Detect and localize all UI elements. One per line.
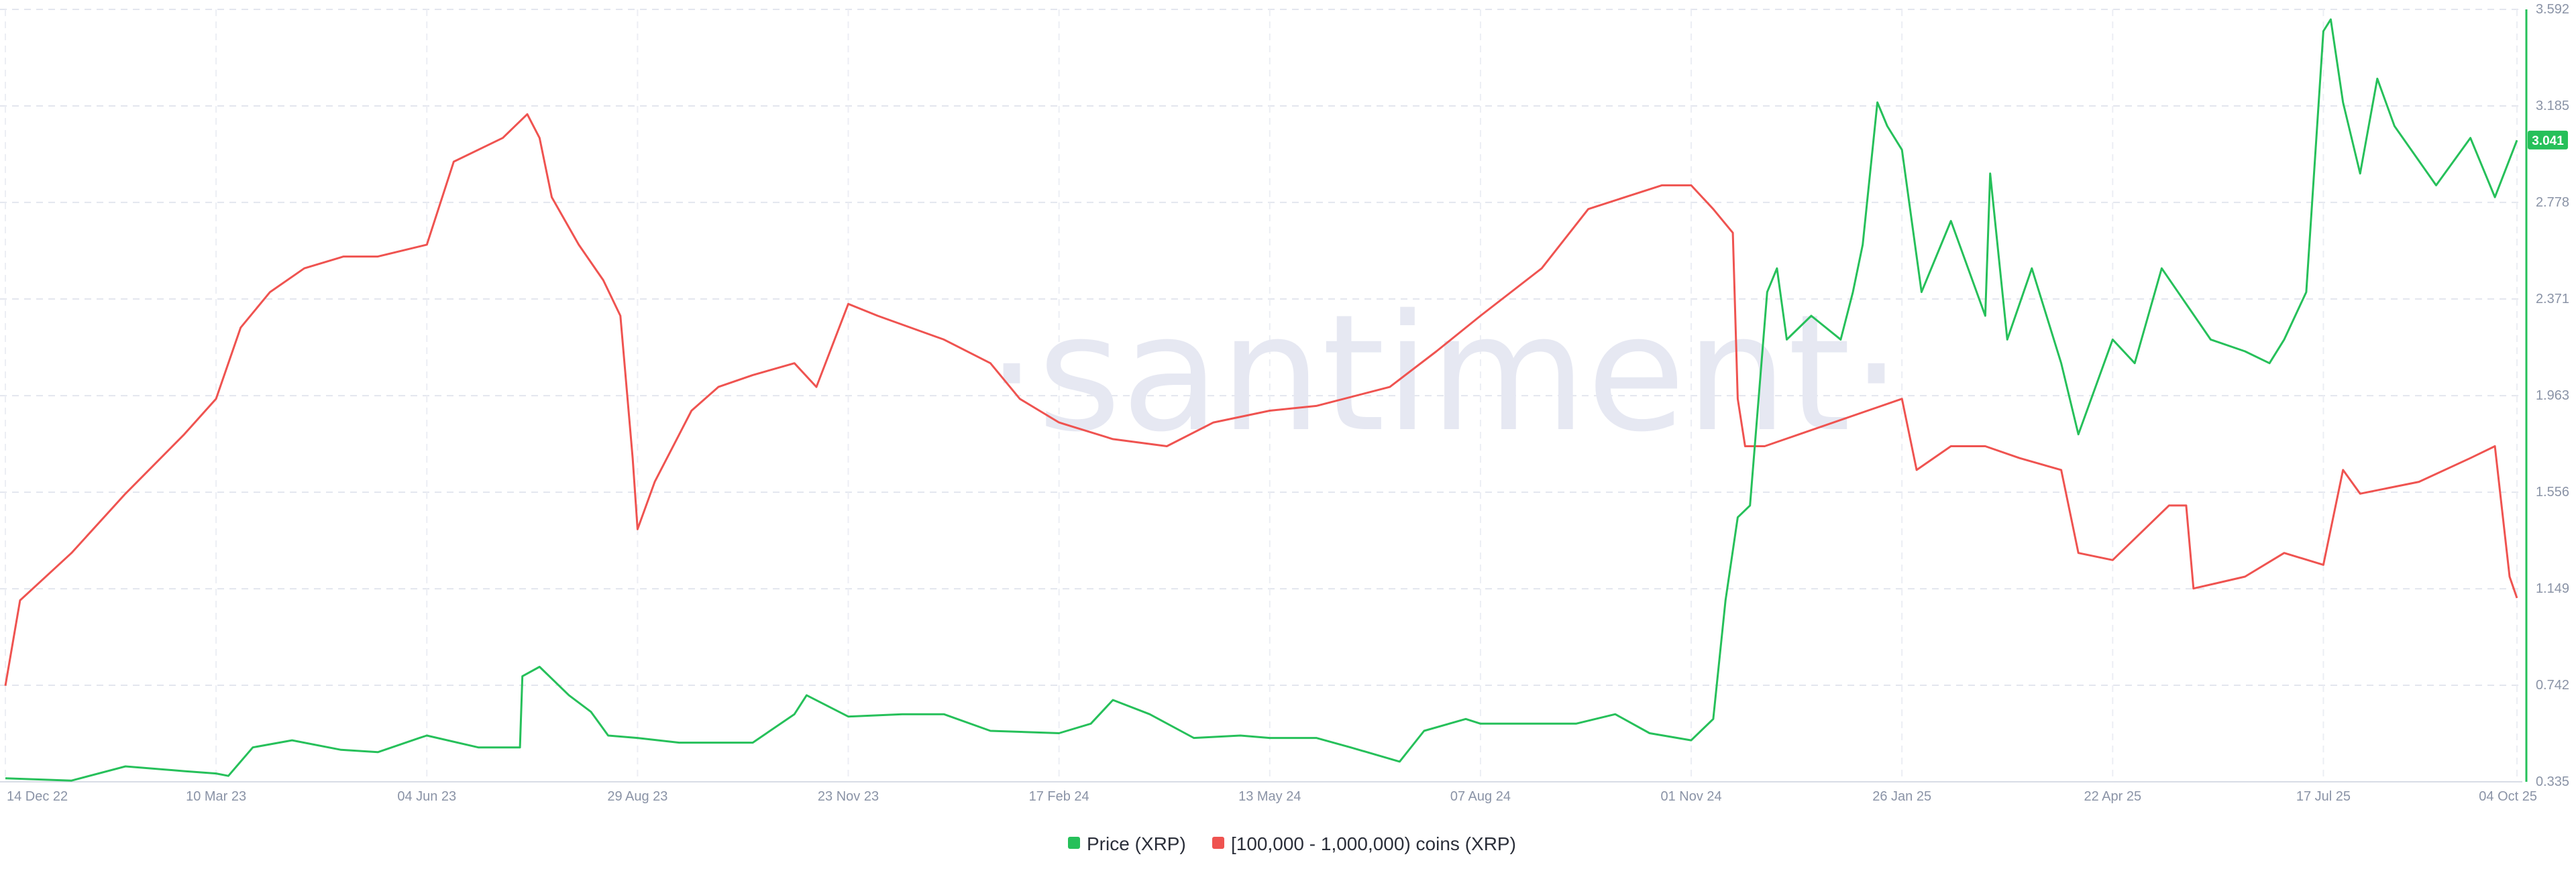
y-tick-label: 3.592 [2536, 2, 2569, 17]
y-tick-label: 2.778 [2536, 195, 2569, 210]
legend-price-swatch [1068, 837, 1080, 849]
y-tick-label: 2.371 [2536, 292, 2569, 306]
x-tick-label: 14 Dec 22 [7, 789, 68, 804]
x-tick-label: 17 Feb 24 [1029, 789, 1089, 804]
x-tick-label: 22 Apr 25 [2084, 789, 2141, 804]
x-tick-label: 07 Aug 24 [1450, 789, 1511, 804]
x-tick-label: 01 Nov 24 [1660, 789, 1721, 804]
y-tick-label: 1.963 [2536, 388, 2569, 403]
x-tick-label: 10 Mar 23 [186, 789, 246, 804]
y-tick-label: 1.556 [2536, 485, 2569, 500]
current-price-label: 3.041 [2532, 134, 2564, 148]
legend-holders-label: [100,000 - 1,000,000) coins (XRP) [1231, 833, 1516, 854]
legend-holders-swatch [1212, 837, 1224, 849]
y-tick-label: 1.149 [2536, 581, 2569, 596]
x-tick-label: 17 Jul 25 [2296, 789, 2351, 804]
x-tick-label: 26 Jan 25 [1872, 789, 1931, 804]
legend: Price (XRP) [100,000 - 1,000,000) coins … [1068, 833, 1516, 854]
legend-price-label: Price (XRP) [1087, 833, 1186, 854]
santiment-watermark: ·santiment· [986, 280, 1902, 467]
y-tick-label: 0.335 [2536, 774, 2569, 789]
x-tick-label: 04 Oct 25 [2479, 789, 2537, 804]
x-tick-label: 04 Jun 23 [397, 789, 456, 804]
y-tick-label: 3.185 [2536, 99, 2569, 113]
x-tick-label: 13 May 24 [1238, 789, 1301, 804]
x-tick-label: 29 Aug 23 [607, 789, 667, 804]
x-tick-label: 23 Nov 23 [818, 789, 879, 804]
y-tick-label: 0.742 [2536, 678, 2569, 693]
